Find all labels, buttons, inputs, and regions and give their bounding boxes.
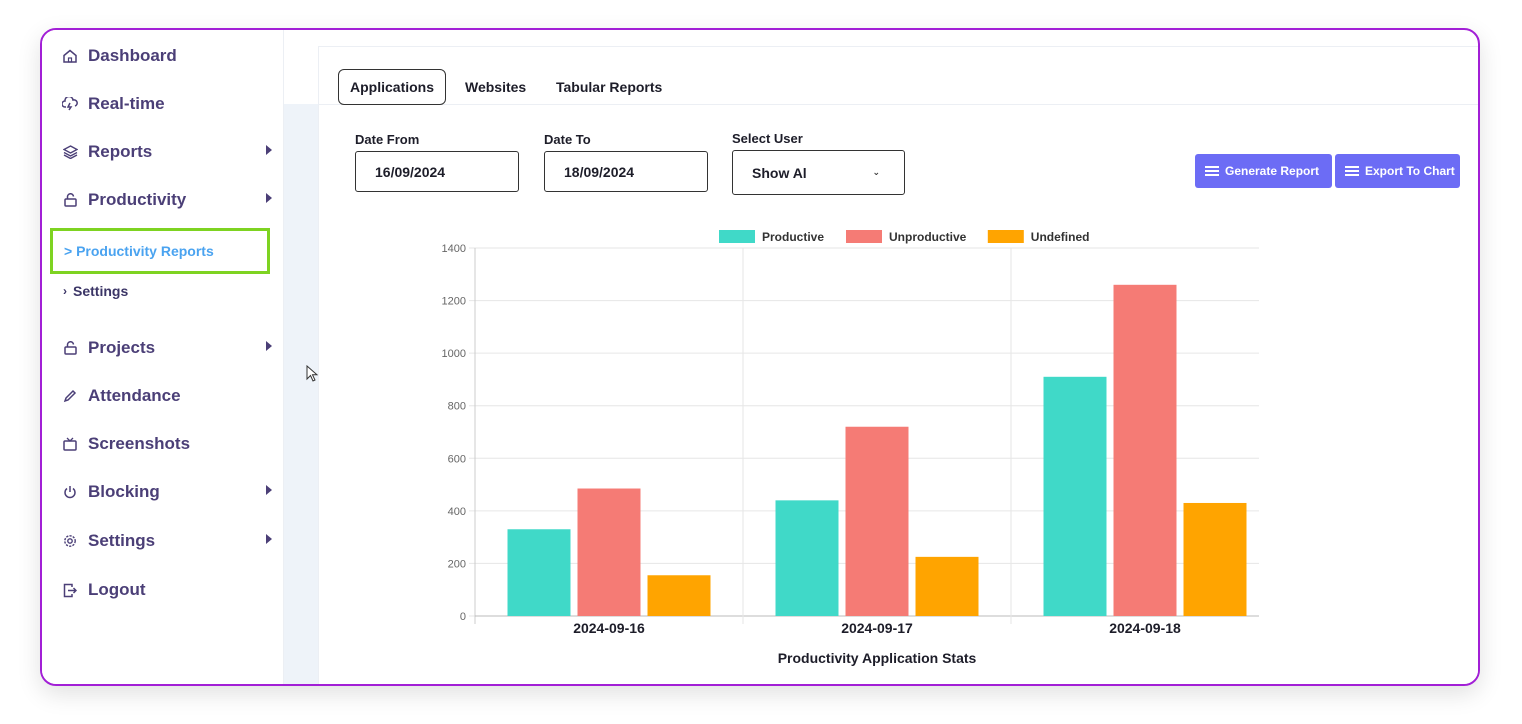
sidebar-item-settings[interactable]: Settings bbox=[62, 531, 272, 551]
date-from-field[interactable]: 16/09/2024 bbox=[355, 151, 519, 192]
date-to-field[interactable]: 18/09/2024 bbox=[544, 151, 708, 192]
sidebar-item-label: Attendance bbox=[88, 386, 181, 405]
sidebar-item-label: Screenshots bbox=[88, 434, 191, 453]
chevron-right-icon: › bbox=[63, 284, 67, 298]
sidebar-item-label: Settings bbox=[88, 531, 156, 550]
gear-icon bbox=[62, 533, 78, 549]
cloud-lightning-icon bbox=[62, 96, 78, 112]
date-from-label: Date From bbox=[355, 132, 420, 147]
caret-right-icon bbox=[266, 534, 272, 544]
tab-bar: Applications Websites Tabular Reports bbox=[319, 47, 1478, 105]
legend-swatch bbox=[987, 230, 1024, 243]
bar-chart: 0 200 400 600 800 1000 1200 1400 2024-09-16 2024-… bbox=[442, 230, 1259, 666]
app-window: Dashboard Real-time Reports Productivity… bbox=[40, 28, 1480, 686]
chevron-down-icon: ⌄ bbox=[872, 167, 880, 177]
power-icon bbox=[62, 484, 78, 500]
bar-undefined bbox=[647, 575, 711, 616]
generate-report-label: Generate Report bbox=[1225, 164, 1320, 178]
bar-unproductive bbox=[1113, 284, 1177, 616]
export-chart-button[interactable]: Export To Chart bbox=[1335, 154, 1460, 188]
main-content: Applications Websites Tabular Reports Da… bbox=[318, 46, 1478, 684]
unlock-icon bbox=[62, 192, 78, 208]
bar-unproductive bbox=[577, 488, 641, 616]
date-from-value: 16/09/2024 bbox=[375, 163, 446, 180]
sidebar-item-screenshots[interactable]: Screenshots bbox=[62, 434, 272, 454]
sidebar-item-blocking[interactable]: Blocking bbox=[62, 482, 272, 502]
sidebar-item-label: Blocking bbox=[88, 482, 160, 501]
sidebar-subitem-settings[interactable]: › Settings bbox=[63, 283, 128, 299]
sidebar-item-logout[interactable]: Logout bbox=[62, 580, 272, 600]
select-user-label: Select User bbox=[732, 131, 803, 146]
tab-label: Tabular Reports bbox=[556, 79, 663, 95]
menu-icon bbox=[1205, 166, 1219, 176]
bar-unproductive bbox=[845, 426, 909, 616]
legend-swatch bbox=[846, 230, 882, 243]
date-to-label: Date To bbox=[544, 132, 591, 147]
x-tick-label: 2024-09-18 bbox=[1109, 620, 1181, 636]
legend-swatch bbox=[719, 230, 755, 243]
sidebar-item-label: Projects bbox=[88, 338, 156, 357]
y-tick-label: 1400 bbox=[442, 243, 466, 255]
tab-label: Applications bbox=[350, 79, 435, 95]
export-chart-label: Export To Chart bbox=[1365, 164, 1455, 178]
tab-tabular-reports[interactable]: Tabular Reports bbox=[556, 69, 662, 105]
logout-icon bbox=[62, 582, 78, 598]
sidebar-item-attendance[interactable]: Attendance bbox=[62, 386, 272, 406]
select-user-dropdown[interactable]: Show Al ⌄ bbox=[732, 150, 905, 195]
tv-icon bbox=[62, 436, 78, 452]
bar-undefined bbox=[915, 556, 979, 616]
sidebar-item-label: Reports bbox=[88, 142, 153, 161]
bar-productive bbox=[775, 500, 839, 616]
unlock-icon bbox=[62, 340, 78, 356]
x-tick-label: 2024-09-17 bbox=[841, 620, 913, 636]
menu-icon bbox=[1345, 166, 1359, 176]
sidebar-subitem-label: > Productivity Reports bbox=[64, 243, 214, 259]
caret-right-icon bbox=[266, 193, 272, 203]
y-tick-label: 1200 bbox=[442, 296, 466, 308]
sidebar-item-productivity[interactable]: Productivity bbox=[62, 190, 272, 210]
caret-right-icon bbox=[266, 485, 272, 495]
sidebar-item-label: Logout bbox=[88, 580, 146, 599]
date-to-value: 18/09/2024 bbox=[564, 163, 635, 180]
tab-applications[interactable]: Applications bbox=[338, 69, 447, 105]
sidebar-item-label: Real-time bbox=[88, 94, 165, 113]
mouse-cursor-icon bbox=[306, 364, 319, 388]
y-tick-label: 0 bbox=[460, 611, 466, 623]
layers-icon bbox=[62, 144, 78, 160]
sidebar-item-label: Productivity bbox=[88, 190, 187, 209]
sidebar-item-projects[interactable]: Projects bbox=[62, 338, 272, 358]
generate-report-button[interactable]: Generate Report bbox=[1195, 154, 1332, 188]
select-user-value: Show Al bbox=[752, 164, 807, 181]
sidebar-item-realtime[interactable]: Real-time bbox=[62, 94, 272, 114]
y-tick-label: 200 bbox=[448, 558, 466, 570]
y-tick-label: 600 bbox=[448, 453, 466, 465]
bar-productive bbox=[507, 529, 571, 616]
home-icon bbox=[62, 48, 78, 64]
sidebar-item-label: Dashboard bbox=[88, 46, 177, 65]
caret-right-icon bbox=[266, 145, 272, 155]
y-tick-label: 400 bbox=[448, 506, 466, 518]
sidebar: Dashboard Real-time Reports Productivity… bbox=[42, 30, 284, 684]
pencil-icon bbox=[62, 388, 78, 404]
bar-productive bbox=[1043, 376, 1107, 616]
content-gutter bbox=[284, 104, 318, 684]
y-tick-label: 1000 bbox=[442, 348, 466, 360]
y-tick-label: 800 bbox=[448, 401, 466, 413]
chart-title: Productivity Application Stats bbox=[778, 650, 977, 666]
legend-label: Unproductive bbox=[889, 230, 967, 244]
legend-label: Undefined bbox=[1031, 230, 1090, 244]
sidebar-item-reports[interactable]: Reports bbox=[62, 142, 272, 162]
sidebar-item-dashboard[interactable]: Dashboard bbox=[62, 46, 272, 66]
sidebar-subitem-label: Settings bbox=[73, 283, 129, 299]
tab-label: Websites bbox=[465, 79, 527, 95]
legend-label: Productive bbox=[762, 230, 824, 244]
tab-websites[interactable]: Websites bbox=[465, 69, 526, 105]
x-tick-label: 2024-09-16 bbox=[573, 620, 645, 636]
bar-undefined bbox=[1183, 502, 1247, 616]
caret-right-icon bbox=[266, 341, 272, 351]
sidebar-subitem-productivity-reports[interactable]: > Productivity Reports bbox=[50, 228, 270, 274]
